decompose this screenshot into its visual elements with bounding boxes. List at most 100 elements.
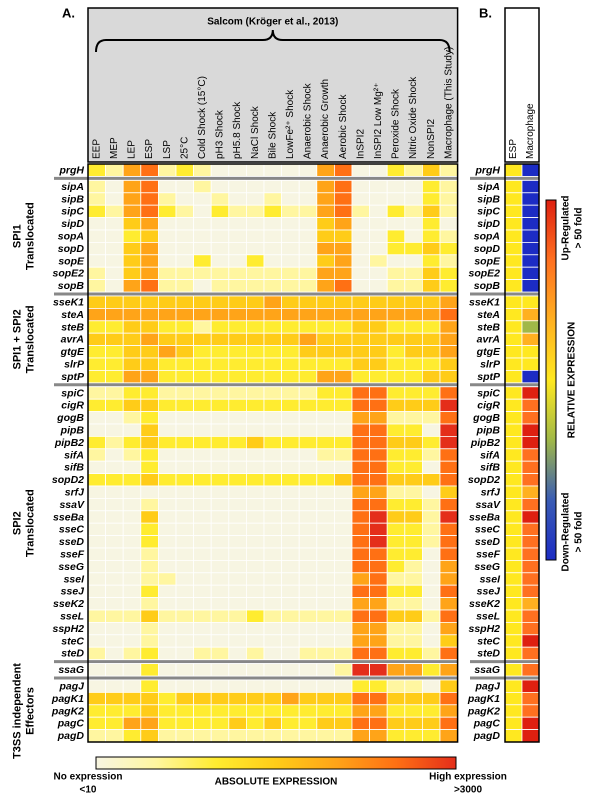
heatmap-cell xyxy=(245,398,265,413)
heatmap-cell xyxy=(228,584,247,599)
heatmap-cell xyxy=(504,584,523,599)
heatmap-cell xyxy=(210,560,230,574)
heatmap-cell xyxy=(281,572,300,586)
heatmap-cell xyxy=(210,163,230,177)
heatmap-cell xyxy=(404,547,423,561)
heatmap-cell xyxy=(504,357,523,371)
heatmap-cell xyxy=(386,241,406,256)
heatmap-cell xyxy=(316,411,335,425)
heatmap-cell xyxy=(175,663,195,677)
heatmap-cell xyxy=(439,241,459,256)
heatmap-cell xyxy=(333,535,353,549)
heatmap-cell xyxy=(157,229,177,243)
heatmap-cell xyxy=(263,572,283,586)
gene-label: steB xyxy=(61,321,84,333)
heatmap-cell xyxy=(228,179,247,194)
heatmap-cell xyxy=(351,622,371,636)
heatmap-cell xyxy=(504,473,523,487)
heatmap-cell xyxy=(193,729,212,743)
heatmap-cell xyxy=(281,729,300,743)
heatmap-cell xyxy=(404,560,423,574)
heatmap-cell xyxy=(210,729,230,743)
colorbar xyxy=(95,756,457,770)
heatmap-cell xyxy=(351,510,371,524)
heatmap-cell xyxy=(105,597,124,611)
heatmap-cell xyxy=(333,448,353,462)
heatmap-cell xyxy=(157,535,177,549)
heatmap-cell xyxy=(228,485,247,499)
heatmap-cell xyxy=(193,411,212,425)
heatmap-cell xyxy=(245,266,265,281)
heatmap-cell xyxy=(87,460,107,475)
heatmap-cell xyxy=(439,609,459,623)
heatmap-cell xyxy=(333,320,353,334)
heatmap-cell xyxy=(386,560,406,574)
heatmap-cell xyxy=(105,192,124,206)
heatmap-cell xyxy=(193,510,212,524)
heatmap-cell xyxy=(228,448,247,462)
heatmap-cell xyxy=(439,345,459,359)
heatmap-cell xyxy=(439,279,459,293)
heatmap-cell xyxy=(281,241,300,256)
heatmap-cell xyxy=(140,679,159,693)
heatmap-cell xyxy=(369,485,388,499)
heatmap-cell xyxy=(175,679,195,693)
heatmap-cell xyxy=(281,560,300,574)
heatmap-cell xyxy=(228,535,247,549)
heatmap-cell xyxy=(439,497,459,512)
heatmap-cell xyxy=(316,266,335,281)
heatmap-cell xyxy=(421,485,441,499)
heatmap-cell xyxy=(105,663,124,677)
heatmap-cell xyxy=(386,547,406,561)
heatmap-cell xyxy=(140,345,159,359)
heatmap-cell xyxy=(210,386,230,400)
heatmap-cell xyxy=(504,204,523,218)
gene-label: gogB xyxy=(56,412,84,424)
heatmap-cell xyxy=(175,320,195,334)
heatmap-cell xyxy=(281,357,300,371)
heatmap-cell xyxy=(228,241,247,256)
heatmap-cell xyxy=(333,692,353,706)
heatmap-cell xyxy=(298,279,318,293)
heatmap-cell xyxy=(404,295,423,309)
heatmap-cell xyxy=(504,423,523,437)
heatmap-cell xyxy=(122,398,142,413)
heatmap-cell xyxy=(404,704,423,718)
heatmap-cell xyxy=(228,163,247,177)
heatmap-cell xyxy=(369,448,388,462)
heatmap-cell xyxy=(421,473,441,487)
heatmap-cell xyxy=(122,597,142,611)
gene-label: sopD2 xyxy=(468,474,500,486)
heatmap-cell xyxy=(245,332,265,347)
heatmap-cell xyxy=(421,622,441,636)
heatmap-cell xyxy=(404,535,423,549)
heatmap-cell xyxy=(122,217,142,231)
heatmap-cell xyxy=(421,663,441,677)
heatmap-cell xyxy=(281,522,300,537)
heatmap-cell xyxy=(521,179,540,194)
heatmap-cell xyxy=(298,510,318,524)
heatmap-cell xyxy=(193,634,212,648)
heatmap-frame xyxy=(504,163,540,743)
heatmap-cell xyxy=(175,254,195,268)
heatmap-cell xyxy=(281,307,300,322)
heatmap-cell xyxy=(210,411,230,425)
heatmap-cell xyxy=(369,609,388,623)
heatmap-cell xyxy=(245,279,265,293)
gene-label: sspH2 xyxy=(52,623,84,635)
gene-label: sseK1 xyxy=(53,296,84,308)
heatmap-cell xyxy=(281,609,300,623)
heatmap-cell xyxy=(140,369,159,384)
heatmap-cell xyxy=(333,229,353,243)
heatmap-cell xyxy=(87,497,107,512)
heatmap-cell xyxy=(228,729,247,743)
heatmap-cell xyxy=(298,386,318,400)
heatmap-cell xyxy=(386,609,406,623)
heatmap-cell xyxy=(298,369,318,384)
heatmap-cell xyxy=(245,217,265,231)
heatmap-cell xyxy=(333,597,353,611)
heatmap-cell xyxy=(140,729,159,743)
gene-label: pagK1 xyxy=(51,693,84,705)
heatmap-cell xyxy=(316,448,335,462)
heatmap-cell xyxy=(351,460,371,475)
